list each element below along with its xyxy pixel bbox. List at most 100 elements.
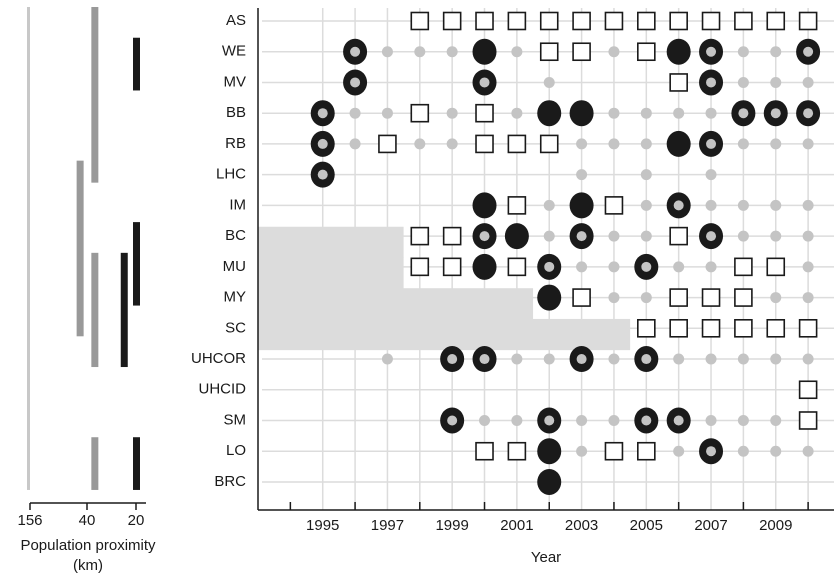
square-marker (539, 134, 559, 154)
square-marker (766, 11, 786, 31)
x-tick-label: 1997 (371, 517, 404, 534)
dot-marker (802, 445, 814, 457)
dot-marker (608, 353, 620, 365)
square-marker (507, 11, 527, 31)
square-marker (734, 288, 753, 307)
ring-center (317, 169, 328, 180)
dot-marker (608, 292, 620, 304)
filled-marker (504, 223, 529, 250)
square-marker (701, 11, 721, 31)
dot-marker (608, 230, 620, 242)
row-label: IM (229, 196, 246, 213)
ring-center (576, 354, 587, 365)
dot-marker (770, 230, 782, 242)
shade (258, 288, 534, 320)
dot-marker (543, 230, 555, 242)
dot-marker (543, 76, 555, 88)
ring-center (641, 415, 652, 426)
square-marker (410, 103, 430, 123)
square-marker (442, 226, 462, 246)
filled-marker (537, 438, 562, 465)
ring-center (479, 231, 490, 242)
proximity-axis-title: Population proximity (20, 537, 156, 554)
filled-marker (537, 284, 562, 311)
square-marker (539, 42, 559, 62)
proximity-bar (133, 437, 140, 490)
row-label: BB (226, 104, 246, 121)
filled-marker (472, 38, 497, 65)
row-label: LO (226, 442, 246, 459)
proximity-bar (133, 37, 140, 91)
square-marker (798, 411, 818, 430)
square-marker (572, 11, 591, 31)
dot-marker (673, 445, 685, 457)
ring-center (641, 261, 652, 272)
dot-marker (511, 414, 523, 426)
ring-center (770, 108, 781, 119)
square-marker (572, 42, 591, 62)
filled-marker (569, 100, 594, 127)
square-marker (766, 257, 786, 277)
x-axis-title: Year (531, 549, 561, 566)
dot-marker (705, 199, 717, 211)
dot-marker (770, 138, 782, 150)
dot-marker (608, 138, 620, 150)
dot-marker (640, 230, 652, 242)
dot-marker (737, 414, 749, 426)
proximity-axis-unit: (km) (73, 557, 103, 573)
square-marker (507, 196, 527, 215)
square-marker (539, 11, 559, 31)
proximity-tick-label: 20 (128, 512, 145, 529)
square-marker (669, 226, 688, 246)
x-tick-label: 2003 (565, 517, 598, 534)
dot-marker (737, 138, 749, 150)
ring-center (447, 354, 458, 365)
proximity-bar (120, 252, 128, 368)
dot-marker (802, 292, 814, 304)
square-marker (604, 11, 624, 31)
dot-marker (640, 199, 652, 211)
row-label: BRC (214, 473, 246, 490)
row-label: MY (224, 289, 247, 306)
dot-marker (802, 138, 814, 150)
dot-marker (446, 107, 458, 119)
dot-marker (770, 199, 782, 211)
dot-marker (576, 261, 588, 273)
ring-center (673, 200, 684, 211)
ring-center (706, 138, 717, 149)
x-tick-label: 2009 (759, 517, 792, 534)
ring-center (803, 108, 814, 119)
dot-marker (737, 76, 749, 88)
dot-marker (576, 445, 588, 457)
square-marker (604, 196, 624, 215)
dot-marker (770, 445, 782, 457)
square-marker (507, 441, 527, 461)
ring-center (706, 46, 717, 57)
square-marker (766, 318, 786, 338)
dot-marker (576, 414, 588, 426)
ring-center (479, 77, 490, 88)
filled-marker (666, 38, 691, 65)
square-marker (475, 11, 494, 31)
dot-marker (640, 169, 652, 181)
square-marker (572, 288, 591, 307)
proximity-bar (91, 7, 99, 183)
square-marker (637, 318, 656, 338)
square-marker (669, 11, 688, 31)
dot-marker (608, 414, 620, 426)
dot-marker (770, 414, 782, 426)
square-marker (604, 441, 624, 461)
ring-center (350, 77, 361, 88)
square-marker (378, 134, 397, 154)
square-marker (701, 318, 721, 338)
dot-marker (511, 107, 523, 119)
ring-center (350, 46, 361, 57)
row-label: WE (222, 43, 246, 60)
dot-marker (349, 138, 361, 150)
square-marker (669, 73, 688, 92)
x-tick-label: 2001 (500, 517, 533, 534)
filled-marker (472, 253, 497, 280)
dot-marker (511, 46, 523, 58)
filled-marker (472, 192, 497, 219)
